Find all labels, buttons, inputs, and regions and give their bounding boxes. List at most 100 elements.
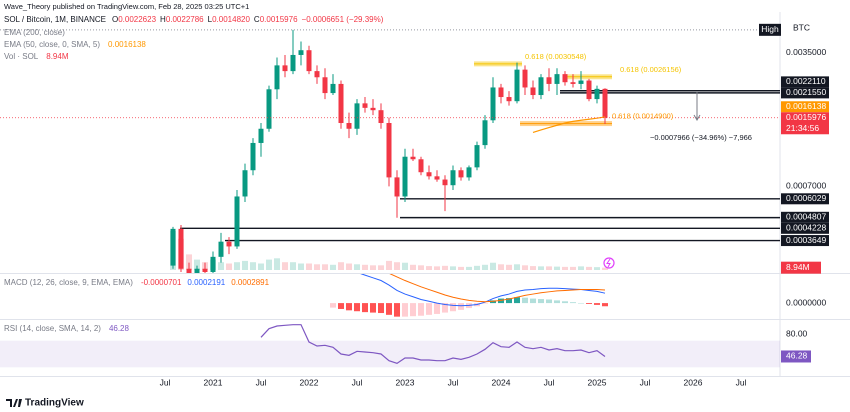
y-tick-label: 0.0035000 bbox=[786, 47, 826, 57]
candle-body bbox=[546, 77, 552, 84]
price-axis-label-bg bbox=[781, 112, 829, 135]
level-label-bg bbox=[781, 211, 829, 223]
volume-bar bbox=[258, 263, 264, 270]
candle-body bbox=[586, 80, 592, 100]
candle-body bbox=[442, 179, 448, 186]
candle-body bbox=[498, 87, 504, 98]
x-tick-label: Jul bbox=[736, 377, 747, 387]
candle-body bbox=[538, 77, 544, 96]
candle-body bbox=[386, 123, 392, 178]
candle-body bbox=[194, 268, 200, 273]
volume-bar bbox=[330, 264, 336, 270]
price-pane bbox=[0, 29, 780, 273]
x-tick-label: Jul bbox=[352, 377, 363, 387]
rsi-line bbox=[260, 324, 606, 364]
volume-bar bbox=[546, 266, 552, 270]
level-label: 0.0021550 bbox=[786, 87, 826, 97]
level-label-bg bbox=[781, 87, 829, 99]
macd-histogram-bar bbox=[482, 303, 488, 304]
candle-body bbox=[178, 228, 184, 269]
macd-histogram-bar bbox=[386, 303, 392, 315]
macd-histogram-bar bbox=[458, 303, 464, 310]
volume-bar bbox=[242, 260, 248, 270]
level-label: 0.0004807 bbox=[786, 212, 826, 222]
volume-bar bbox=[450, 266, 456, 270]
x-tick-label: Jul bbox=[448, 377, 459, 387]
rsi-axis-label: 46.28 bbox=[786, 351, 808, 361]
logo-mark bbox=[6, 399, 22, 407]
candle-body bbox=[234, 196, 240, 247]
volume-bar bbox=[426, 266, 432, 270]
brand-logo bbox=[6, 399, 22, 407]
y-tick-label: 0.0007000 bbox=[786, 181, 826, 191]
volume-bar bbox=[266, 259, 272, 270]
x-tick-label: 2023 bbox=[396, 377, 415, 387]
level-label-bg bbox=[781, 222, 829, 234]
candle-body bbox=[522, 69, 528, 88]
candle-body bbox=[578, 80, 584, 84]
macd-histogram-bar bbox=[426, 303, 432, 315]
volume-bar bbox=[490, 262, 496, 270]
macd-histogram-bar bbox=[506, 298, 512, 304]
volume-bar bbox=[474, 265, 480, 270]
macd-pane bbox=[330, 274, 608, 317]
icon-ring bbox=[603, 257, 615, 269]
ema-legend: EMA (50, close, 0, SMA, 5) bbox=[4, 40, 100, 49]
candle-body bbox=[394, 177, 400, 197]
volume-bar bbox=[362, 264, 368, 270]
level-label: 0.0004228 bbox=[786, 223, 826, 233]
price-axis-label: 0.0015976 bbox=[786, 112, 826, 122]
volume-bar bbox=[354, 264, 360, 270]
candle-body bbox=[258, 128, 264, 143]
level-label: 0.0022110 bbox=[786, 76, 826, 86]
level-label-bg bbox=[781, 193, 829, 205]
volume-bar bbox=[506, 264, 512, 270]
volume-bar bbox=[394, 262, 400, 270]
candle-body bbox=[210, 256, 216, 272]
candle-body bbox=[530, 87, 536, 96]
volume-bar bbox=[594, 267, 600, 270]
macd-histogram-bar bbox=[602, 303, 608, 307]
macd-line bbox=[360, 274, 606, 307]
macd-histogram-bar bbox=[450, 303, 456, 312]
candle-body bbox=[434, 176, 440, 180]
candle-body bbox=[514, 69, 520, 102]
volume-bar bbox=[234, 262, 240, 270]
volume-bar bbox=[338, 262, 344, 270]
macd-histogram-bar bbox=[378, 303, 384, 314]
volume-legend: Vol · SOL bbox=[4, 52, 39, 61]
candle-body bbox=[330, 83, 336, 94]
volume-bar bbox=[442, 265, 448, 270]
volume-bar bbox=[282, 262, 288, 270]
ema-axis-label-bg bbox=[781, 101, 829, 113]
candle-body bbox=[218, 241, 224, 257]
level-label: 0.0006029 bbox=[786, 193, 826, 203]
macd-histogram-bar bbox=[434, 303, 440, 314]
candle-body bbox=[266, 89, 272, 129]
x-tick-label: 2021 bbox=[204, 377, 223, 387]
volume-bar bbox=[522, 265, 528, 270]
ohlc-key: O bbox=[112, 15, 118, 24]
macd-histogram-bar bbox=[578, 303, 584, 304]
x-tick-label: 2022 bbox=[300, 377, 319, 387]
macd-tick-label: 0.0000000 bbox=[786, 297, 826, 307]
volume-bar bbox=[306, 263, 312, 270]
rsi-pane bbox=[0, 324, 780, 368]
volume-bar bbox=[386, 260, 392, 270]
signal-value: 0.0002891 bbox=[231, 278, 269, 287]
x-tick-label: 2024 bbox=[492, 377, 511, 387]
rsi-legend: RSI (14, close, SMA, 14, 2) bbox=[4, 324, 101, 333]
x-tick-label: Jul bbox=[160, 377, 171, 387]
volume-bar bbox=[562, 266, 568, 270]
level-label-bg bbox=[781, 76, 829, 88]
volume-bar bbox=[434, 266, 440, 270]
volume-axis-badge bbox=[781, 261, 821, 274]
volume-bar bbox=[274, 258, 280, 270]
overlay: Wave_Theory published on TradingView.com… bbox=[4, 2, 829, 409]
macd-histogram-bar bbox=[546, 299, 552, 304]
fib-label: 0.618 (0.0030548) bbox=[525, 52, 587, 61]
ema-axis-label: 0.0016138 bbox=[786, 101, 826, 111]
volume-axis-label: 8.94M bbox=[786, 262, 810, 272]
symbol: SOL / Bitcoin, 1M, BINANCE bbox=[4, 15, 106, 24]
